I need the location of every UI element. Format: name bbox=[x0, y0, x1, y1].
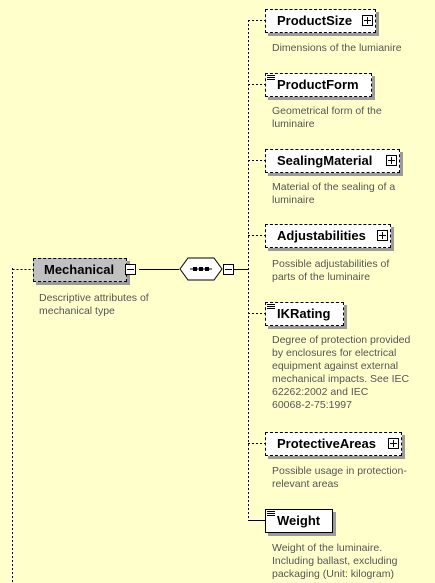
element-label: Adjustabilities bbox=[277, 228, 366, 243]
element-description: Possible usage in protection- relevant a… bbox=[272, 465, 407, 490]
element-description: Geometrical form of the luminaire bbox=[272, 105, 382, 130]
root-element-label: Mechanical bbox=[44, 262, 115, 277]
element-label: ProductSize bbox=[277, 13, 353, 28]
expand-icon[interactable] bbox=[377, 230, 388, 241]
collapse-icon[interactable] bbox=[223, 264, 234, 275]
element-productsize[interactable]: ProductSize bbox=[265, 9, 376, 33]
documentation-icon bbox=[267, 511, 275, 518]
expand-icon[interactable] bbox=[388, 438, 399, 449]
element-label: Weight bbox=[277, 513, 321, 528]
root-element-description: Descriptive attributes of mechanical typ… bbox=[39, 292, 149, 317]
element-productform[interactable]: ProductForm bbox=[265, 73, 372, 97]
element-label: ProductForm bbox=[277, 77, 359, 92]
element-description: Dimensions of the lumianire bbox=[272, 42, 402, 54]
collapse-icon[interactable] bbox=[125, 264, 136, 275]
element-description: Possible adjustabilities of parts of the… bbox=[272, 258, 390, 283]
element-label: ProtectiveAreas bbox=[277, 436, 376, 451]
element-description: Weight of the luminaire. Including balla… bbox=[272, 542, 398, 580]
element-adjustabilities[interactable]: Adjustabilities bbox=[265, 224, 391, 248]
element-description: Degree of protection provided by enclosu… bbox=[272, 334, 411, 411]
element-sealingmaterial[interactable]: SealingMaterial bbox=[265, 149, 400, 173]
documentation-icon bbox=[267, 304, 275, 311]
element-weight[interactable]: Weight bbox=[265, 509, 333, 533]
element-description: Material of the sealing of a luminaire bbox=[272, 181, 396, 206]
element-label: SealingMaterial bbox=[277, 153, 373, 168]
sequence-compositor-icon[interactable] bbox=[179, 257, 223, 281]
expand-icon[interactable] bbox=[386, 155, 397, 166]
documentation-icon bbox=[267, 75, 275, 82]
element-ikrating[interactable]: IKRating bbox=[265, 302, 344, 326]
expand-icon[interactable] bbox=[362, 15, 373, 26]
element-protectiveareas[interactable]: ProtectiveAreas bbox=[265, 432, 402, 456]
root-element-mechanical[interactable]: Mechanical bbox=[33, 258, 127, 282]
element-label: IKRating bbox=[277, 306, 331, 321]
